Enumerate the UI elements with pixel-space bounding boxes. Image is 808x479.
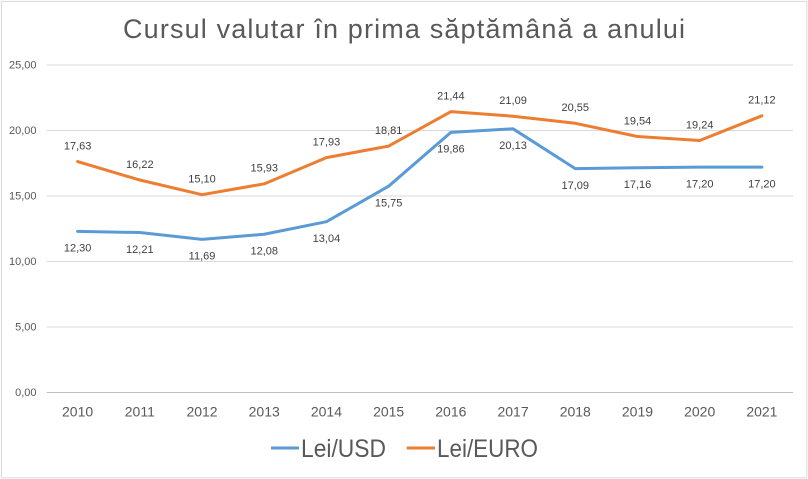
svg-text:2011: 2011 xyxy=(125,404,155,420)
svg-text:20,55: 20,55 xyxy=(562,102,590,114)
svg-text:2015: 2015 xyxy=(373,404,404,420)
svg-text:2017: 2017 xyxy=(497,404,528,420)
svg-text:15,10: 15,10 xyxy=(188,173,216,185)
svg-text:Lei/USD: Lei/USD xyxy=(301,435,386,463)
svg-text:17,20: 17,20 xyxy=(748,178,776,190)
svg-text:17,16: 17,16 xyxy=(624,179,652,191)
svg-text:0,00: 0,00 xyxy=(15,387,36,399)
svg-text:20,13: 20,13 xyxy=(499,140,527,152)
svg-text:17,20: 17,20 xyxy=(686,178,714,190)
svg-text:10,00: 10,00 xyxy=(9,256,37,268)
svg-text:19,24: 19,24 xyxy=(686,119,714,131)
svg-text:17,93: 17,93 xyxy=(313,136,341,148)
svg-text:20,00: 20,00 xyxy=(9,125,37,137)
svg-text:15,93: 15,93 xyxy=(250,163,278,175)
svg-text:Cursul valutar în prima săptăm: Cursul valutar în prima săptămână a anul… xyxy=(123,14,685,44)
svg-text:12,21: 12,21 xyxy=(126,244,154,256)
svg-text:2021: 2021 xyxy=(746,404,777,420)
svg-text:2018: 2018 xyxy=(560,404,591,420)
svg-text:17,63: 17,63 xyxy=(64,140,92,152)
svg-text:16,22: 16,22 xyxy=(126,159,154,171)
svg-text:21,09: 21,09 xyxy=(499,95,527,107)
svg-text:5,00: 5,00 xyxy=(15,322,36,334)
svg-text:15,75: 15,75 xyxy=(375,197,403,209)
svg-text:Lei/EURO: Lei/EURO xyxy=(437,435,538,463)
svg-text:2012: 2012 xyxy=(186,404,217,420)
svg-text:2013: 2013 xyxy=(249,404,280,420)
svg-text:17,09: 17,09 xyxy=(562,180,590,192)
svg-text:19,86: 19,86 xyxy=(437,144,465,156)
svg-text:19,54: 19,54 xyxy=(624,115,652,127)
svg-text:21,12: 21,12 xyxy=(748,95,776,107)
svg-text:21,44: 21,44 xyxy=(437,90,465,102)
svg-text:15,00: 15,00 xyxy=(9,191,37,203)
svg-text:18,81: 18,81 xyxy=(375,125,403,137)
svg-text:2016: 2016 xyxy=(435,404,466,420)
svg-text:2010: 2010 xyxy=(62,404,93,420)
svg-text:25,00: 25,00 xyxy=(9,60,37,72)
svg-text:11,69: 11,69 xyxy=(189,251,216,263)
svg-text:12,08: 12,08 xyxy=(250,245,278,257)
svg-text:2019: 2019 xyxy=(622,404,653,420)
svg-text:12,30: 12,30 xyxy=(64,243,92,255)
svg-text:13,04: 13,04 xyxy=(313,233,341,245)
svg-text:2020: 2020 xyxy=(684,404,715,420)
svg-text:2014: 2014 xyxy=(311,404,342,420)
